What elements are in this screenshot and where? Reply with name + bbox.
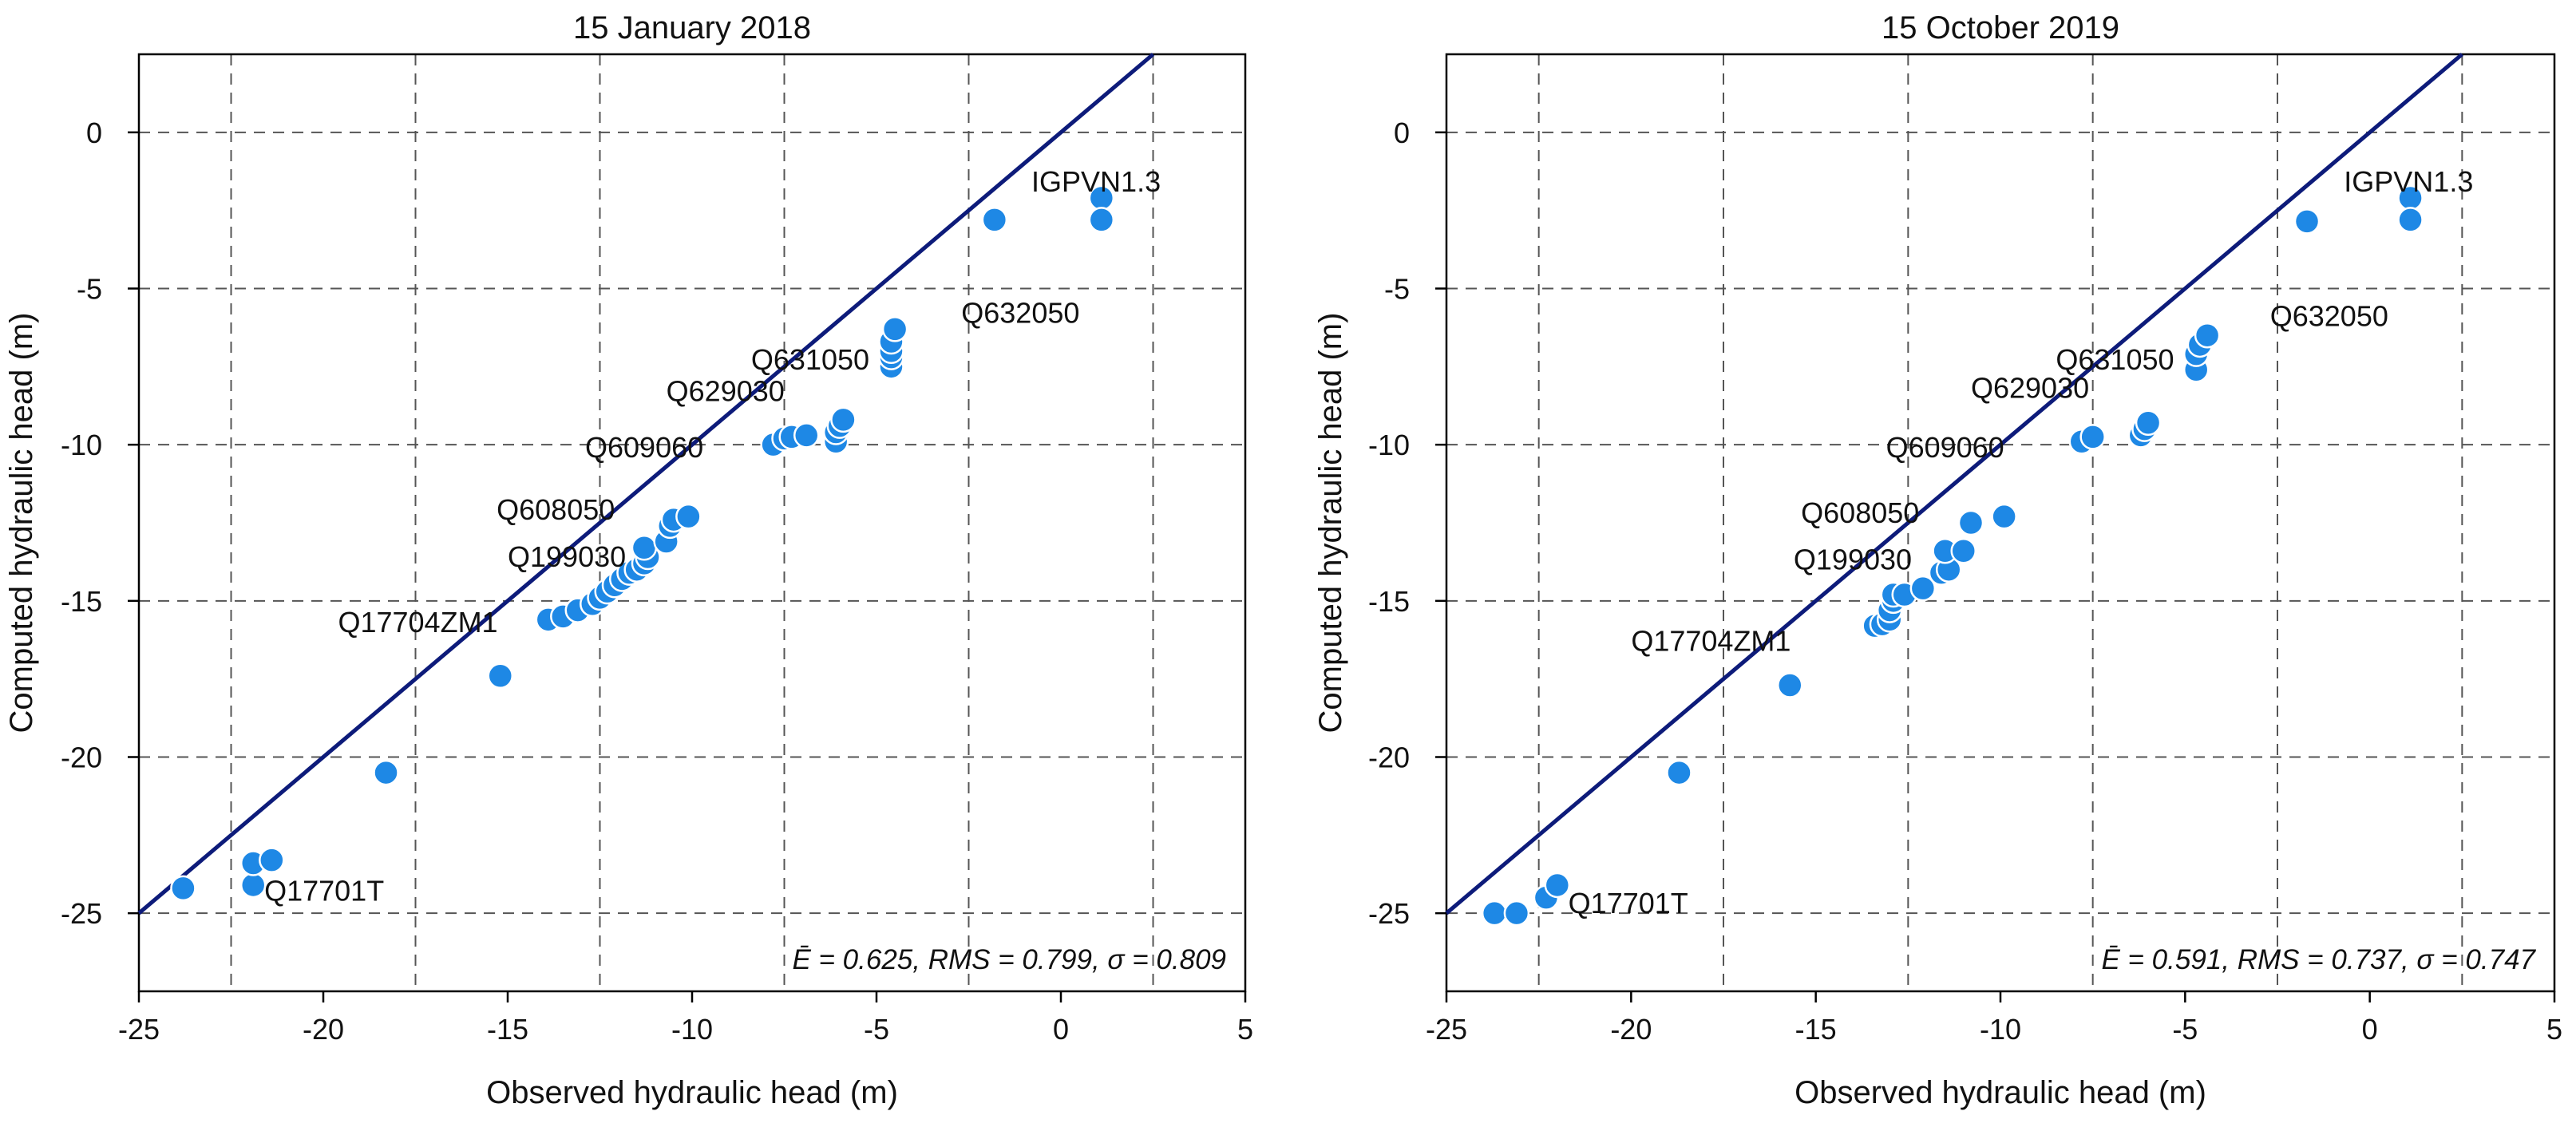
data-point [830,406,857,433]
one-to-one-line [1445,53,2463,915]
point-label: Q199030 [1794,544,1912,576]
y-tick-label: -5 [1384,273,1410,306]
point-label: Q199030 [508,540,626,573]
x-tick-label: -10 [671,1013,713,1046]
data-point [675,503,702,530]
y-tick-label: -25 [1368,897,1410,930]
point-label: Q631050 [751,343,869,376]
data-point [1544,872,1571,899]
data-point [1088,207,1115,233]
x-tick-label: -20 [1610,1013,1652,1046]
y-tick-label: -20 [1368,741,1410,774]
x-axis-title: Observed hydraulic head (m) [486,1075,898,1110]
x-tick-label: -15 [487,1013,528,1046]
y-axis-title: Computed hydraulic head (m) [1313,313,1348,734]
point-label: Q609060 [1886,431,2004,464]
data-point [631,535,658,561]
x-tick-label: 5 [1237,1013,1253,1046]
y-tick-label: -15 [61,585,102,618]
point-label: Q629030 [667,374,785,407]
x-tick-label: -20 [303,1013,344,1046]
data-point [1666,759,1692,786]
x-tick-label: -5 [2172,1013,2198,1046]
point-label: Q608050 [497,493,615,526]
y-tick-label: 0 [86,117,102,149]
x-tick-label: -25 [118,1013,160,1046]
point-label: Q17704ZM1 [338,606,497,639]
chart-title: 15 October 2019 [1882,10,2119,45]
data-point [2135,409,2162,437]
chart-title: 15 January 2018 [573,10,811,45]
x-tick-label: 5 [2546,1013,2562,1046]
x-axis-title: Observed hydraulic head (m) [1794,1075,2206,1110]
chart-panel-jan-2018: -25 -20 -15 -10 -5 0 5 0 -5 -10 -15 -20 -25 15 Januar… [4,10,1253,1110]
data-point [1503,900,1530,927]
data-point [373,759,399,786]
stats-annotation: Ē = 0.625, RMS = 0.799, σ = 0.809 [792,944,1226,975]
data-point [239,872,267,899]
data-point [1957,509,1984,536]
data-point [881,316,908,342]
data-point [487,662,514,690]
data-point [1481,900,1508,927]
data-point [793,422,820,449]
point-label: Q608050 [1801,496,1919,529]
x-tick-label: -10 [1980,1013,2021,1046]
data-point [2079,424,2106,450]
x-tick-label: -25 [1426,1013,1467,1046]
point-label: IGPVN1.3 [2344,165,2473,198]
data-point [1909,575,1937,602]
stats-annotation: Ē = 0.591, RMS = 0.737, σ = 0.747 [2101,944,2536,975]
point-label: Q609060 [585,431,703,464]
data-point [1991,503,2017,530]
data-point [2194,322,2221,349]
chart-panel-oct-2019: -25 -20 -15 -10 -5 0 5 0 -5 -10 -15 -20 -25 15 Octobe… [1313,10,2562,1110]
x-tick-label: 0 [1053,1013,1069,1046]
y-tick-label: -15 [1368,585,1410,618]
data-point [2293,208,2321,235]
one-to-one-line [137,53,1155,915]
data-point [170,875,196,902]
x-tick-label: -5 [864,1013,889,1046]
point-label: IGPVN1.3 [1031,165,1161,198]
point-label: Q629030 [1971,371,2089,404]
x-tick-label: -15 [1795,1013,1837,1046]
data-point [981,207,1008,233]
point-label: Q17701T [1569,887,1688,919]
y-tick-label: -10 [61,429,102,461]
data-point [1950,537,1977,564]
point-label: Q17701T [264,875,384,907]
point-label: Q632050 [961,297,1079,330]
data-point [1777,672,1803,698]
y-tick-label: -5 [77,273,102,306]
point-label: Q631050 [2056,343,2174,376]
x-tick-label: 0 [2362,1013,2378,1046]
y-tick-label: -10 [1368,429,1410,461]
data-point [2397,207,2424,233]
y-tick-label: -20 [61,741,102,774]
y-tick-label: -25 [61,897,102,930]
point-label: Q17704ZM1 [1631,624,1791,657]
data-point [259,847,285,873]
y-tick-label: 0 [1394,117,1410,149]
point-label: Q632050 [2270,299,2388,332]
y-axis-title: Computed hydraulic head (m) [4,313,39,734]
